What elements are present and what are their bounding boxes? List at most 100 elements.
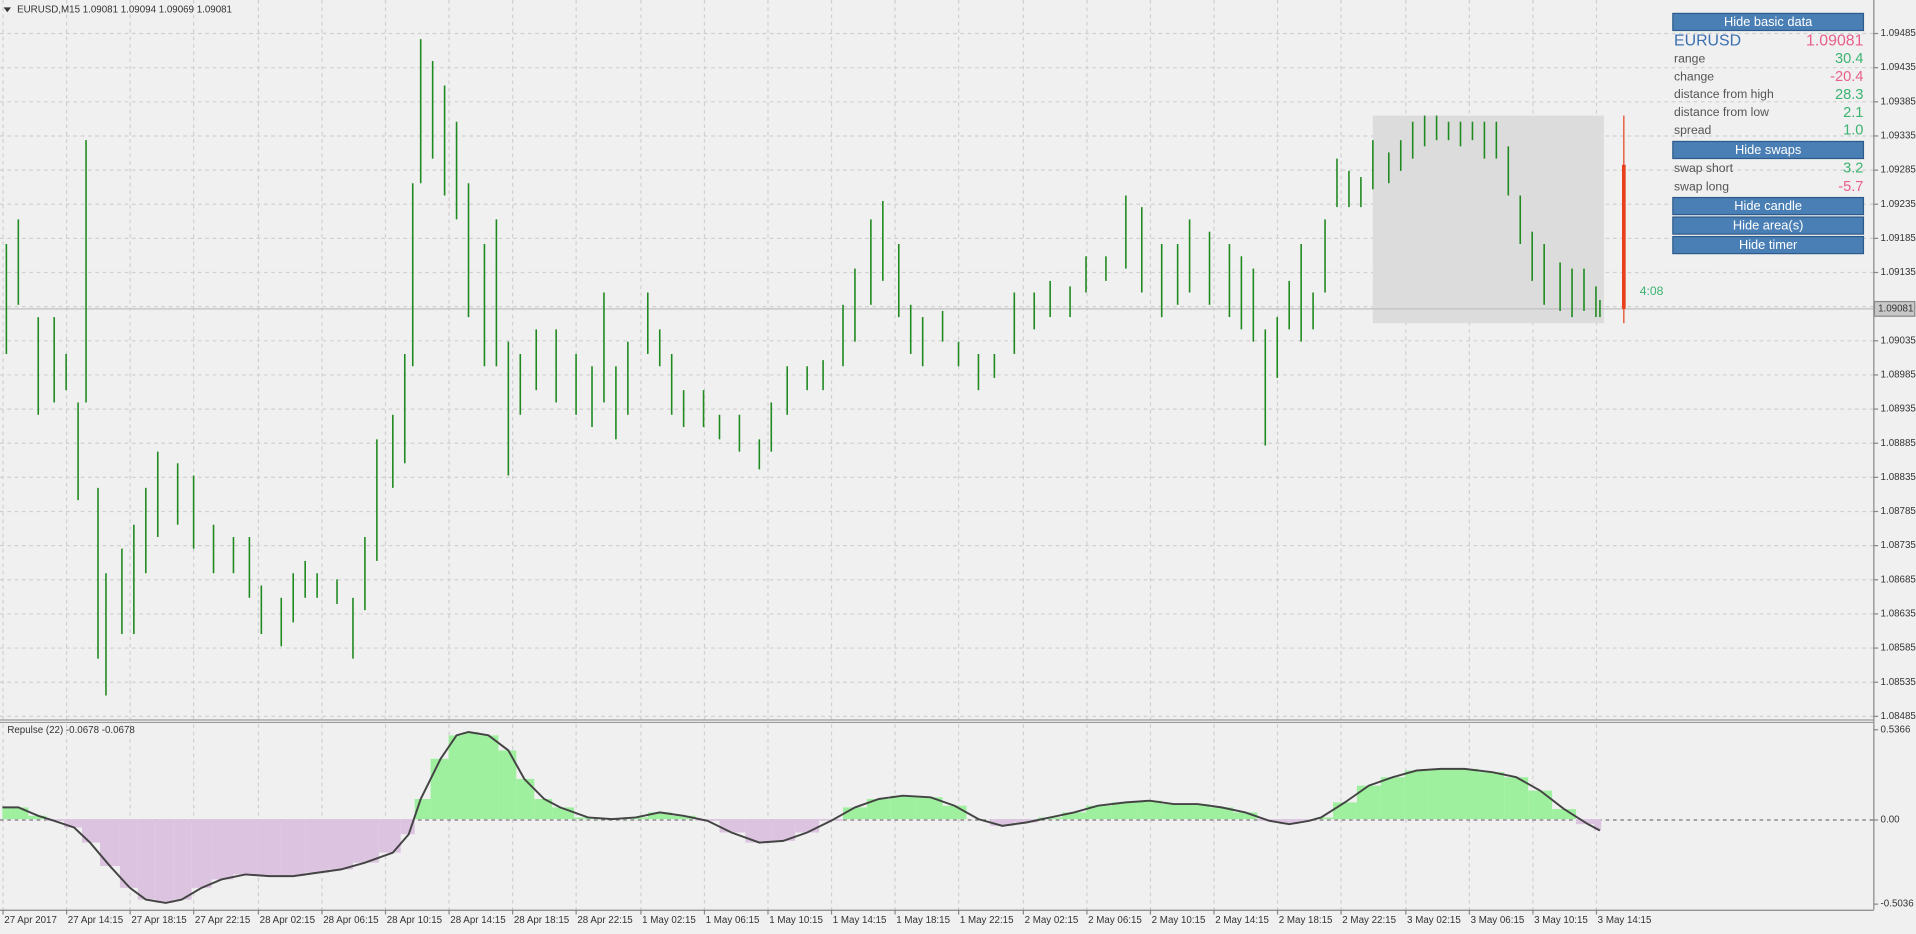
y-tick-label: 1.09335 xyxy=(1881,131,1916,142)
y-tick-label: 1.08935 xyxy=(1881,404,1916,415)
panel-row-label: spread xyxy=(1674,123,1711,137)
y-tick-label: 0.00 xyxy=(1881,815,1901,826)
x-tick-label: 1 May 10:15 xyxy=(769,915,823,926)
indicator-line xyxy=(2,730,1601,904)
x-tick-label: 28 Apr 02:15 xyxy=(260,915,316,926)
chart-title: EURUSD,M15 1.09081 1.09094 1.09069 1.090… xyxy=(17,4,232,15)
histogram-bar xyxy=(866,799,891,820)
x-tick-label: 2 May 02:15 xyxy=(1025,915,1079,926)
histogram-bar xyxy=(191,819,212,888)
candle-timer: 4:08 xyxy=(1640,284,1664,298)
histogram-bar xyxy=(430,758,449,820)
histogram-bar xyxy=(1137,800,1162,820)
button-label[interactable]: Hide candle xyxy=(1734,198,1802,213)
y-tick-label: 1.08835 xyxy=(1881,472,1916,483)
y-tick-label: 1.09385 xyxy=(1881,96,1916,107)
histogram-bar xyxy=(516,778,535,820)
panel-symbol: EURUSD xyxy=(1674,33,1741,50)
histogram-bar xyxy=(462,731,479,820)
last-price-label: 1.09081 xyxy=(1878,303,1913,314)
histogram-bar xyxy=(82,819,100,843)
x-tick-label: 28 Apr 06:15 xyxy=(323,915,379,926)
histogram-bar xyxy=(1233,812,1258,820)
y-tick-label: 1.08885 xyxy=(1881,438,1916,449)
histogram-bar xyxy=(1452,768,1479,820)
x-tick-label: 2 May 06:15 xyxy=(1088,915,1142,926)
histogram-bar xyxy=(1380,777,1405,820)
histogram-bar xyxy=(155,819,174,903)
panel-row-label: swap short xyxy=(1674,161,1734,175)
x-tick-label: 1 May 14:15 xyxy=(833,915,887,926)
histogram-bar xyxy=(916,797,943,820)
panel-row-label: range xyxy=(1674,51,1705,65)
y-tick-label: 1.09435 xyxy=(1881,62,1916,73)
button-face[interactable] xyxy=(1672,140,1865,160)
panel-row-label: distance from low xyxy=(1674,105,1769,119)
histogram-bar xyxy=(1593,819,1602,831)
histogram-bar xyxy=(233,819,258,875)
panel-row-label: change xyxy=(1674,69,1714,83)
x-tick-label: 2 May 10:15 xyxy=(1152,915,1206,926)
y-tick-label: 1.08735 xyxy=(1881,540,1916,551)
indicator-title: Repulse (22) -0.0678 -0.0678 xyxy=(7,725,135,736)
x-tick-label: 1 May 02:15 xyxy=(642,915,696,926)
button-label[interactable]: Hide timer xyxy=(1739,237,1798,252)
menu-triangle[interactable] xyxy=(3,7,11,13)
y-tick-label: 1.09485 xyxy=(1881,28,1916,39)
panel-row-value: -5.7 xyxy=(1838,179,1863,195)
x-tick-label: 3 May 02:15 xyxy=(1407,915,1461,926)
x-tick-label: 2 May 18:15 xyxy=(1279,915,1333,926)
histogram-bar xyxy=(28,815,47,820)
panel-button[interactable]: Hide area(s) xyxy=(1672,216,1865,235)
histogram-bar xyxy=(745,819,772,843)
panel-button[interactable]: Hide basic data xyxy=(1672,12,1865,32)
histogram-bar xyxy=(552,807,575,820)
x-tick-label: 27 Apr 2017 xyxy=(4,915,57,926)
x-tick-label: 1 May 18:15 xyxy=(896,915,950,926)
x-tick-label: 27 Apr 22:15 xyxy=(195,915,251,926)
histogram-bar xyxy=(795,819,820,833)
histogram-bar xyxy=(46,819,65,821)
y-tick-label: 0.5366 xyxy=(1881,724,1911,735)
histogram-bar xyxy=(64,819,83,828)
histogram-bar xyxy=(1552,809,1577,820)
y-tick-label: 1.08635 xyxy=(1881,609,1916,620)
y-tick-label: 1.08785 xyxy=(1881,506,1916,517)
histogram-bar xyxy=(771,819,796,841)
histogram-bar xyxy=(1428,768,1453,820)
info-panel: Hide basic data EURUSD 1.09081 range 30.4 cha… xyxy=(1672,12,1865,255)
button-face[interactable] xyxy=(1672,196,1865,216)
button-label[interactable]: Hide area(s) xyxy=(1733,218,1803,233)
histogram-bar xyxy=(1185,804,1210,820)
x-tick-label: 3 May 06:15 xyxy=(1471,915,1525,926)
histogram-bar xyxy=(305,819,330,873)
button-label[interactable]: Hide swaps xyxy=(1735,142,1801,157)
button-label[interactable]: Hide basic data xyxy=(1724,14,1813,29)
y-tick-label: 1.09135 xyxy=(1881,267,1916,278)
x-tick-label: 3 May 10:15 xyxy=(1534,915,1588,926)
x-tick-label: 1 May 22:15 xyxy=(960,915,1014,926)
histogram-bar xyxy=(257,819,282,877)
histogram-bar xyxy=(1333,802,1357,820)
panel-button[interactable]: Hide timer xyxy=(1672,235,1865,255)
panel-row-value: -20.4 xyxy=(1830,69,1863,85)
panel-row-label: distance from high xyxy=(1674,87,1774,101)
x-tick-label: 28 Apr 10:15 xyxy=(387,915,443,926)
panel-button[interactable]: Hide candle xyxy=(1672,196,1865,216)
button-face[interactable] xyxy=(1672,12,1865,32)
histogram-bar xyxy=(211,819,234,880)
histogram-bar xyxy=(942,805,967,820)
y-tick-label: 1.09185 xyxy=(1881,233,1916,244)
histogram-bar xyxy=(173,819,192,900)
histogram-bar xyxy=(1299,819,1316,821)
button-face[interactable] xyxy=(1672,216,1865,235)
histogram-bar xyxy=(1504,777,1529,820)
histogram-bar xyxy=(1356,785,1381,820)
histogram-bar xyxy=(1528,790,1553,820)
button-face[interactable] xyxy=(1672,235,1865,255)
x-tick-label: 27 Apr 18:15 xyxy=(131,915,187,926)
histogram-bar xyxy=(119,819,138,888)
panel-button[interactable]: Hide swaps xyxy=(1672,140,1865,160)
